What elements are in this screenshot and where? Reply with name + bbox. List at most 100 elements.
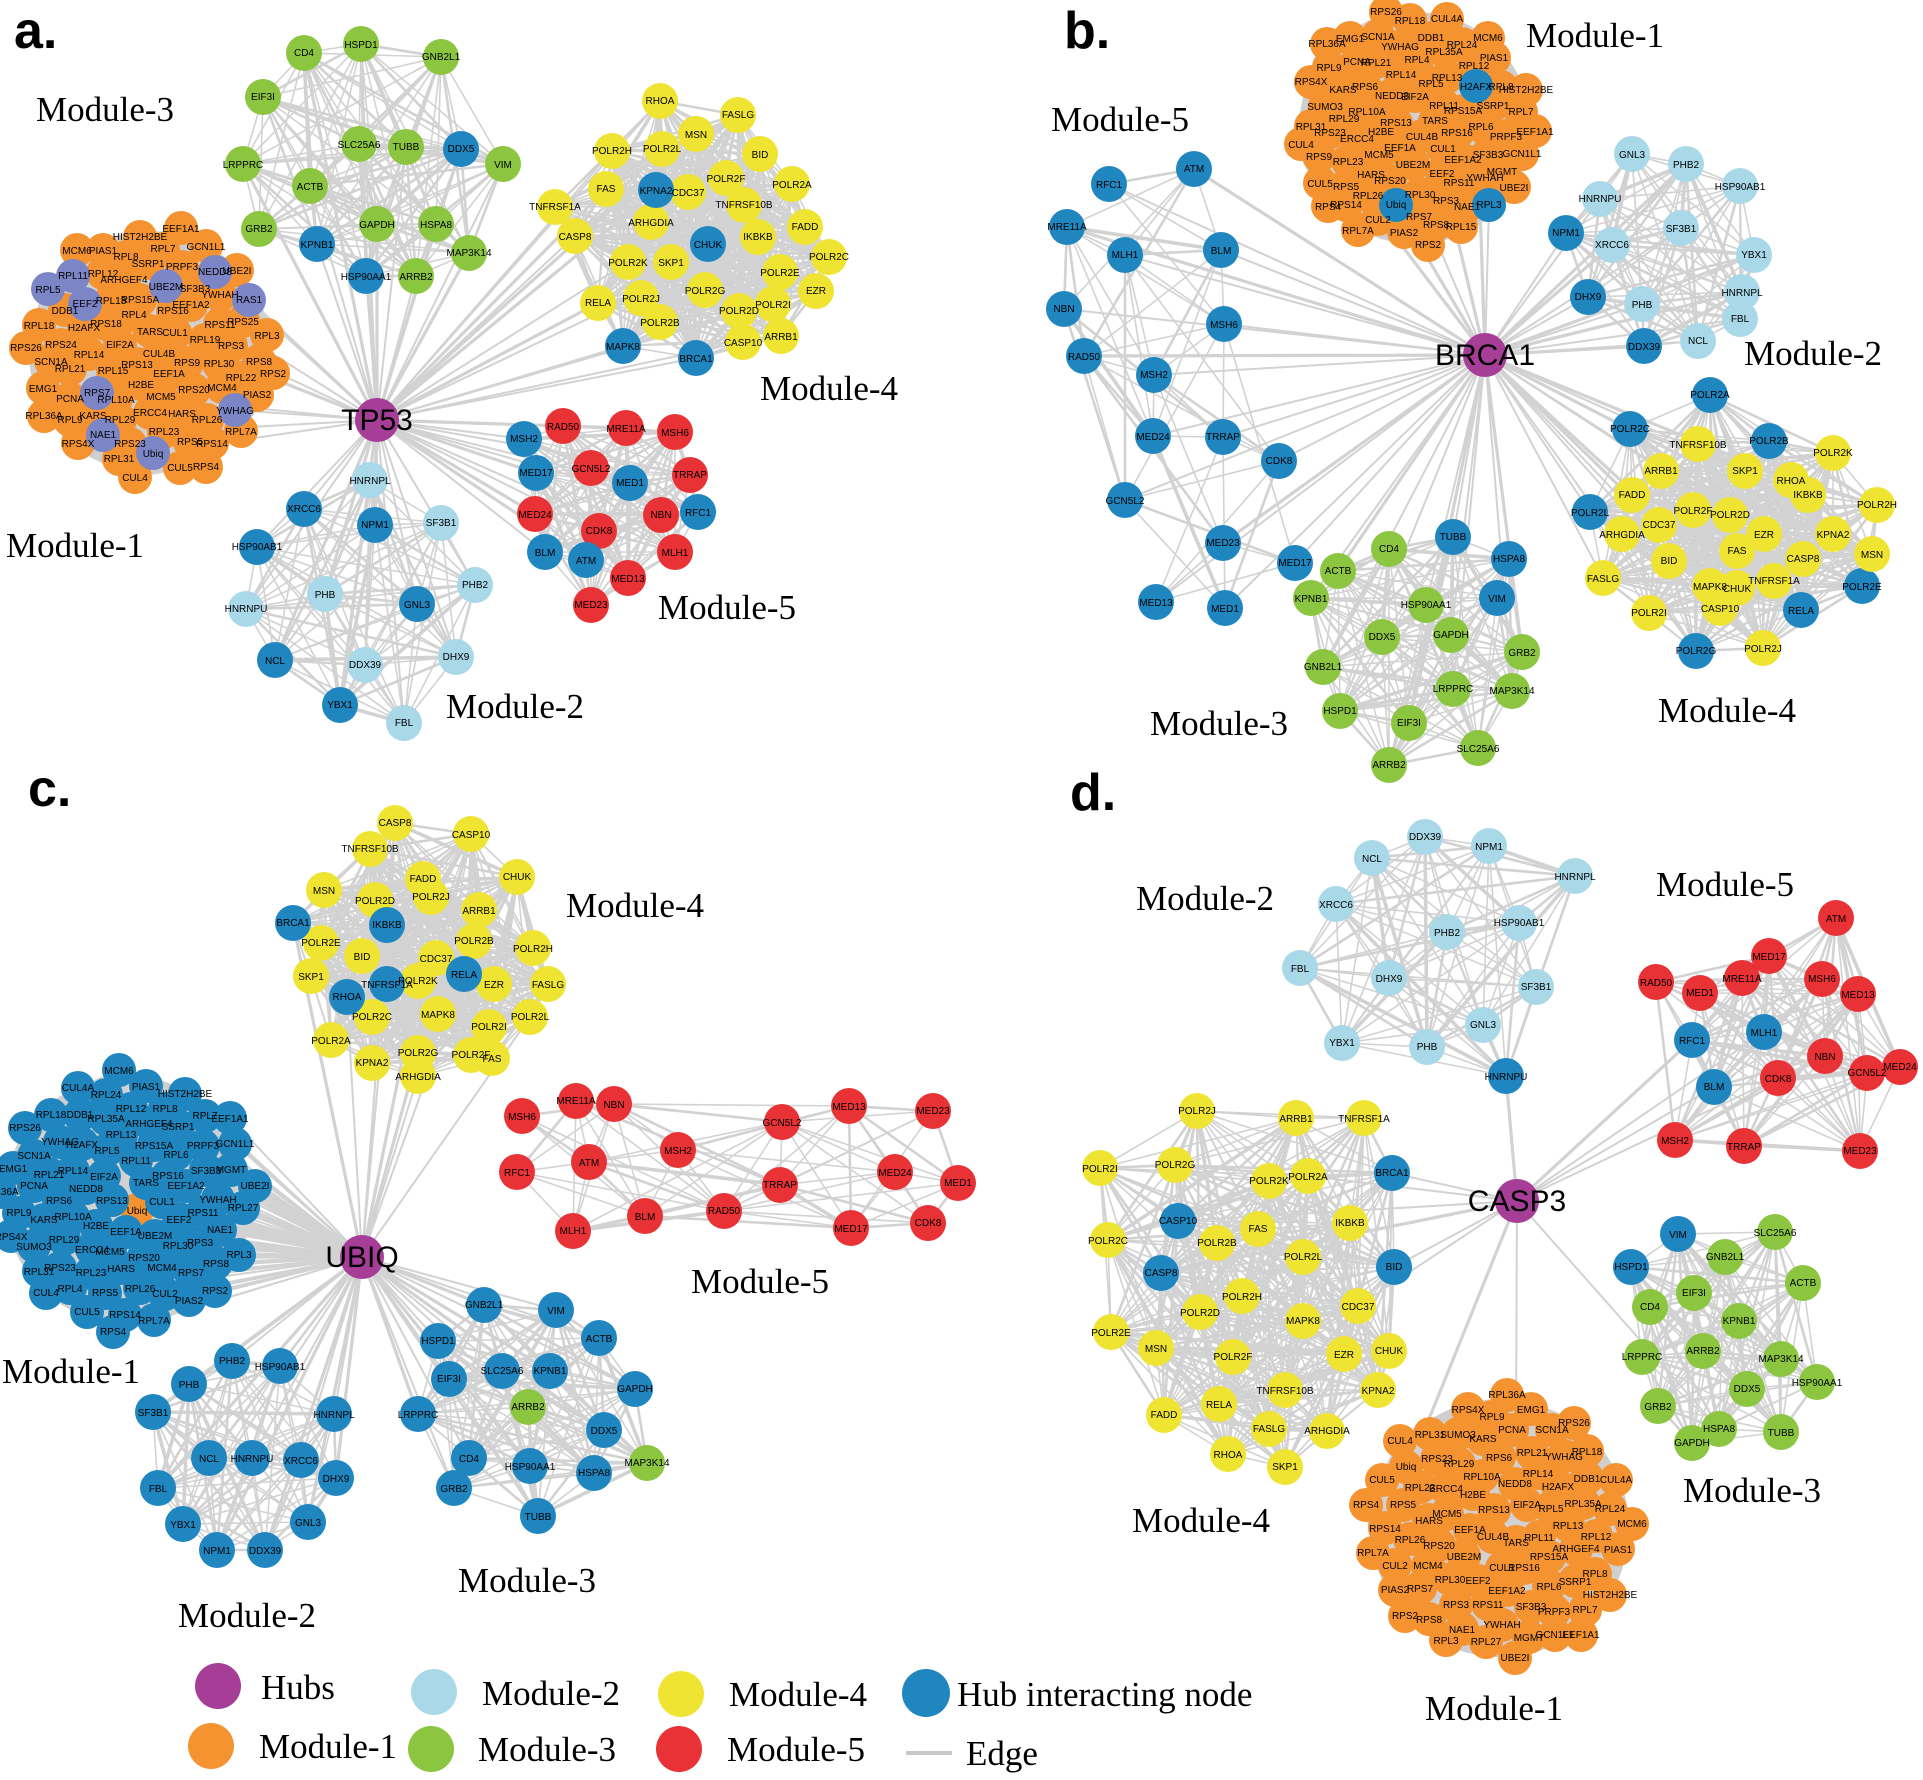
svg-text:GNL3: GNL3 <box>1619 150 1646 161</box>
svg-text:HSPA8: HSPA8 <box>578 1468 610 1479</box>
svg-text:GRB2: GRB2 <box>1644 1402 1672 1413</box>
svg-text:RPS3: RPS3 <box>187 1238 214 1249</box>
svg-text:MCM5: MCM5 <box>95 1247 125 1258</box>
svg-text:KARS: KARS <box>1469 1434 1497 1445</box>
svg-text:MAPK8: MAPK8 <box>606 342 640 353</box>
svg-text:NPM1: NPM1 <box>203 1546 231 1557</box>
svg-text:MCM4: MCM4 <box>207 383 237 394</box>
svg-text:RFC1: RFC1 <box>1096 180 1123 191</box>
svg-text:MED13: MED13 <box>1139 598 1173 609</box>
svg-text:XRCC6: XRCC6 <box>1595 240 1629 251</box>
svg-text:RPS11: RPS11 <box>188 1208 219 1219</box>
svg-text:RPS13: RPS13 <box>1478 1505 1510 1516</box>
svg-text:RPL8: RPL8 <box>1488 82 1513 93</box>
svg-text:RPS15A: RPS15A <box>121 295 160 306</box>
svg-text:CD4: CD4 <box>459 1454 479 1465</box>
svg-text:RPS4X: RPS4X <box>1295 77 1328 88</box>
svg-text:RHOA: RHOA <box>333 992 362 1003</box>
svg-text:Module-1: Module-1 <box>1526 16 1664 55</box>
svg-text:SSRP1: SSRP1 <box>1477 101 1510 112</box>
svg-text:NAE1: NAE1 <box>1449 1625 1476 1636</box>
svg-text:SKP1: SKP1 <box>1272 1462 1298 1473</box>
svg-text:GAPDH: GAPDH <box>617 1384 653 1395</box>
svg-text:LRPPRC: LRPPRC <box>1622 1352 1663 1363</box>
svg-text:RPS9: RPS9 <box>1306 152 1333 163</box>
svg-text:FADD: FADD <box>1619 490 1646 501</box>
svg-text:SUMO3: SUMO3 <box>16 1242 52 1253</box>
svg-text:FADD: FADD <box>792 222 819 233</box>
svg-text:RPL21: RPL21 <box>55 364 86 375</box>
svg-text:RPS4: RPS4 <box>100 1327 127 1338</box>
svg-text:DDB1: DDB1 <box>1418 33 1445 44</box>
svg-text:TUBB: TUBB <box>525 1512 552 1523</box>
svg-text:POLR2B: POLR2B <box>1749 436 1789 447</box>
svg-text:MRE11A: MRE11A <box>1047 222 1087 233</box>
svg-text:SF3B3: SF3B3 <box>191 1166 222 1177</box>
svg-text:H2AFX: H2AFX <box>1542 1482 1575 1493</box>
svg-text:GCN1L1: GCN1L1 <box>187 242 226 253</box>
svg-text:RAD50: RAD50 <box>1068 352 1101 363</box>
svg-text:PHB: PHB <box>179 1380 200 1391</box>
svg-text:Module-1: Module-1 <box>259 1727 397 1766</box>
svg-text:HSPD1: HSPD1 <box>1323 706 1357 717</box>
svg-text:BRCA1: BRCA1 <box>1375 1168 1409 1179</box>
svg-text:GAPDH: GAPDH <box>1433 630 1469 641</box>
svg-text:MSH2: MSH2 <box>510 434 538 445</box>
svg-text:MLH1: MLH1 <box>1112 250 1139 261</box>
svg-text:NBN: NBN <box>1814 1052 1835 1063</box>
svg-text:CUL4B: CUL4B <box>1406 132 1439 143</box>
svg-text:MCM4: MCM4 <box>1413 1561 1443 1572</box>
svg-text:RPS5: RPS5 <box>1333 182 1360 193</box>
svg-text:RPL14: RPL14 <box>1523 1469 1554 1480</box>
svg-text:MAPK8: MAPK8 <box>421 1010 455 1021</box>
svg-text:H2BE: H2BE <box>1460 1490 1486 1501</box>
svg-text:NPM1: NPM1 <box>1552 228 1580 239</box>
svg-text:RPS26: RPS26 <box>9 1123 41 1134</box>
svg-text:EMG1: EMG1 <box>1517 1405 1546 1416</box>
svg-text:MLH1: MLH1 <box>560 1226 587 1237</box>
svg-text:H2BE: H2BE <box>83 1221 109 1232</box>
svg-text:EEF1A2: EEF1A2 <box>167 1181 205 1192</box>
svg-text:RPL6: RPL6 <box>163 1150 188 1161</box>
svg-text:TNFRSF10B: TNFRSF10B <box>1256 1386 1314 1397</box>
svg-text:SF3B3: SF3B3 <box>180 284 211 295</box>
svg-text:NPM1: NPM1 <box>1475 842 1503 853</box>
svg-text:POLR2A: POLR2A <box>1288 1172 1328 1183</box>
svg-text:RPS5: RPS5 <box>177 437 204 448</box>
svg-text:XRCC6: XRCC6 <box>287 504 321 515</box>
svg-text:ARHGDIA: ARHGDIA <box>628 218 674 229</box>
svg-text:NCL: NCL <box>199 1454 219 1465</box>
svg-text:MED1: MED1 <box>1686 988 1714 999</box>
svg-text:RPS4X: RPS4X <box>1452 1405 1485 1416</box>
svg-text:POLR2D: POLR2D <box>355 896 395 907</box>
svg-text:BLM: BLM <box>635 1212 656 1223</box>
svg-text:EEF1A: EEF1A <box>153 369 185 380</box>
svg-text:POLR2K: POLR2K <box>608 258 648 269</box>
svg-text:H2AFX: H2AFX <box>1460 82 1493 93</box>
svg-text:RPL14: RPL14 <box>74 350 105 361</box>
svg-text:RAD50: RAD50 <box>1640 978 1673 989</box>
svg-text:GRB2: GRB2 <box>1508 648 1536 659</box>
svg-text:ACTB: ACTB <box>1790 1278 1817 1289</box>
svg-text:MED24: MED24 <box>1136 432 1170 443</box>
svg-text:CASP3: CASP3 <box>1468 1185 1566 1218</box>
svg-text:GNB2L1: GNB2L1 <box>422 52 461 63</box>
svg-text:CASP10: CASP10 <box>452 830 491 841</box>
svg-text:RAD50: RAD50 <box>547 422 580 433</box>
svg-text:RPL24: RPL24 <box>1447 40 1478 51</box>
svg-text:CUL2: CUL2 <box>1382 1561 1408 1572</box>
svg-text:TUBB: TUBB <box>393 142 420 153</box>
svg-text:UBE2M: UBE2M <box>1447 1552 1481 1563</box>
svg-text:ARHGEF4: ARHGEF4 <box>100 275 148 286</box>
svg-text:PCNA: PCNA <box>1343 57 1371 68</box>
svg-text:RPL26: RPL26 <box>1353 191 1384 202</box>
svg-text:FASLG: FASLG <box>1253 1424 1285 1435</box>
svg-text:SKP1: SKP1 <box>1732 466 1758 477</box>
svg-text:MCM6: MCM6 <box>104 1066 134 1077</box>
svg-text:UBE2M: UBE2M <box>149 282 183 293</box>
svg-text:CUL4A: CUL4A <box>1431 14 1464 25</box>
svg-text:SCN1A: SCN1A <box>17 1151 51 1162</box>
svg-text:Module-3: Module-3 <box>458 1561 596 1600</box>
svg-text:HARS: HARS <box>107 1264 135 1275</box>
svg-text:MAP3K14: MAP3K14 <box>1758 1354 1803 1365</box>
